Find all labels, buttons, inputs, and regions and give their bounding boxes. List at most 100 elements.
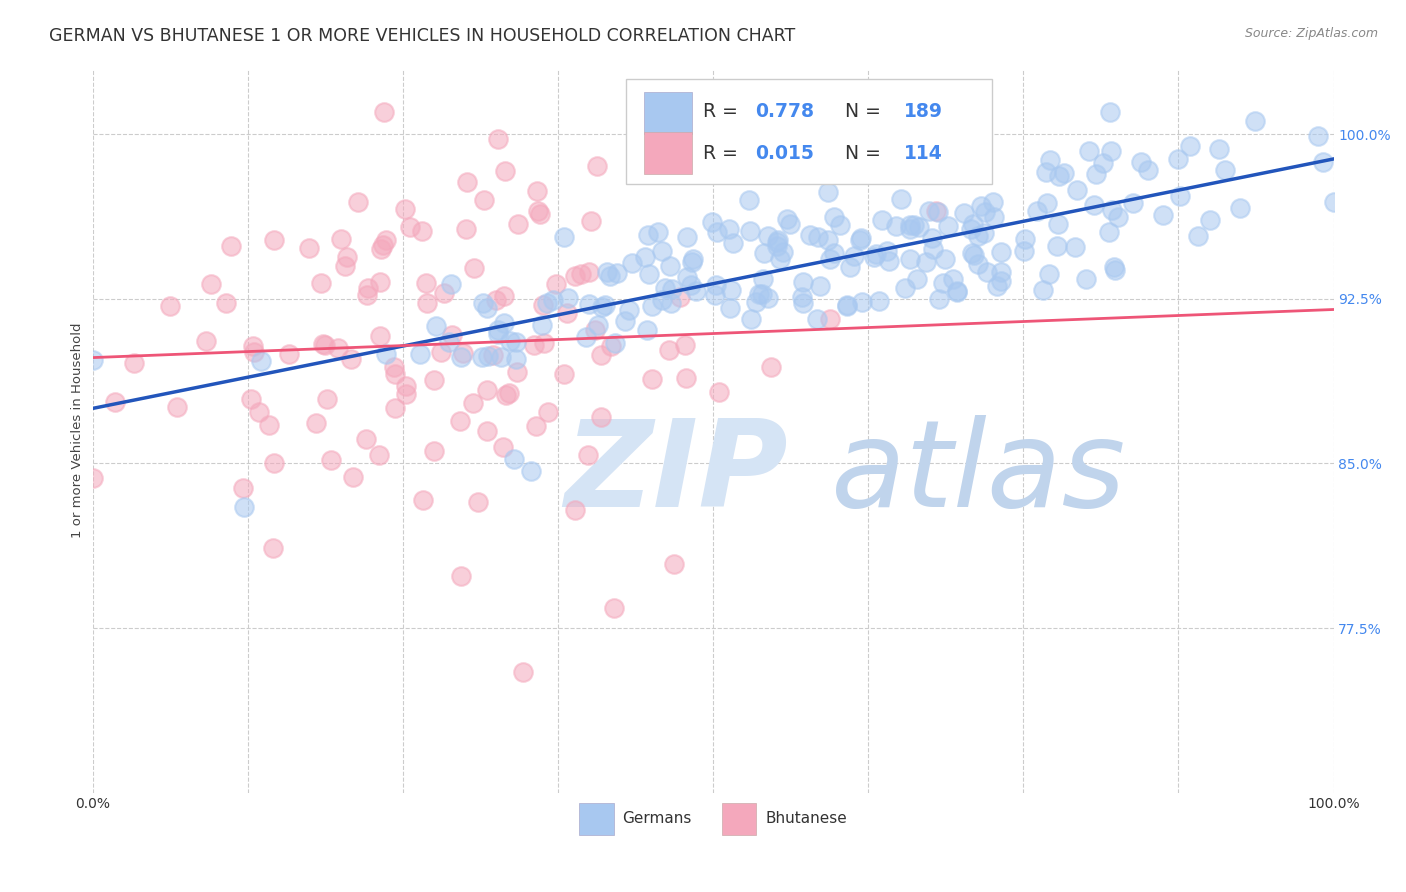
Point — [82, 471, 104, 485]
Point — [976, 265, 998, 279]
Point — [1137, 163, 1160, 178]
Point — [752, 272, 775, 286]
Point — [973, 226, 995, 240]
Point — [486, 132, 509, 146]
Point — [681, 255, 703, 269]
Point — [1198, 213, 1220, 227]
Point — [1091, 155, 1114, 169]
Point — [531, 298, 554, 312]
FancyBboxPatch shape — [644, 132, 692, 174]
Point — [585, 159, 607, 173]
FancyBboxPatch shape — [721, 803, 756, 835]
Point — [890, 193, 912, 207]
Point — [591, 301, 613, 315]
Point — [849, 233, 872, 247]
Point — [790, 290, 813, 304]
Point — [103, 395, 125, 409]
Point — [415, 276, 437, 290]
Point — [868, 293, 890, 308]
Point — [876, 244, 898, 258]
Point — [1066, 183, 1088, 197]
Point — [1104, 262, 1126, 277]
Point — [544, 277, 567, 291]
Point — [122, 356, 145, 370]
Point — [1107, 210, 1129, 224]
Point — [927, 204, 949, 219]
Point — [659, 259, 682, 273]
Point — [1032, 283, 1054, 297]
FancyBboxPatch shape — [644, 92, 692, 134]
Point — [541, 293, 564, 308]
Point — [766, 233, 789, 247]
Point — [356, 288, 378, 302]
Point — [1099, 105, 1122, 120]
Point — [439, 334, 461, 349]
Point — [1322, 195, 1344, 210]
Point — [215, 296, 238, 310]
Point — [463, 261, 485, 276]
Point — [1085, 167, 1108, 181]
Point — [373, 105, 395, 120]
Point — [779, 217, 801, 231]
Point — [637, 228, 659, 243]
Point — [416, 296, 439, 310]
Point — [485, 293, 508, 307]
Point — [917, 203, 939, 218]
Text: ZIP: ZIP — [564, 416, 787, 533]
Point — [1038, 267, 1060, 281]
Point — [423, 444, 446, 458]
Point — [967, 257, 990, 271]
Point — [1208, 142, 1230, 156]
Point — [408, 347, 430, 361]
Point — [579, 214, 602, 228]
Point — [842, 249, 865, 263]
Point — [195, 334, 218, 348]
Point — [430, 345, 453, 359]
Point — [395, 378, 418, 392]
Point — [682, 252, 704, 266]
Point — [1244, 113, 1267, 128]
Point — [335, 260, 357, 274]
Point — [661, 282, 683, 296]
Point — [314, 338, 336, 352]
Point — [1045, 239, 1067, 253]
Point — [898, 219, 921, 233]
Point — [1012, 244, 1035, 259]
Point — [526, 204, 548, 219]
Point — [766, 235, 789, 250]
Point — [1102, 260, 1125, 274]
Text: 189: 189 — [904, 103, 943, 121]
Point — [576, 448, 599, 462]
Point — [817, 185, 839, 199]
Y-axis label: 1 or more Vehicles in Household: 1 or more Vehicles in Household — [72, 323, 84, 538]
Point — [262, 541, 284, 556]
Point — [756, 228, 779, 243]
Point — [591, 409, 613, 424]
Text: Source: ZipAtlas.com: Source: ZipAtlas.com — [1244, 27, 1378, 40]
Point — [818, 312, 841, 326]
Point — [651, 293, 673, 307]
Text: N =: N = — [834, 144, 887, 162]
Point — [599, 268, 621, 283]
Point — [1168, 189, 1191, 203]
Point — [851, 230, 873, 244]
Point — [578, 264, 600, 278]
Point — [368, 329, 391, 343]
Point — [807, 230, 830, 244]
Point — [456, 175, 478, 189]
Point — [1312, 155, 1334, 169]
Point — [806, 311, 828, 326]
Point — [669, 290, 692, 304]
Point — [1152, 208, 1174, 222]
Point — [620, 255, 643, 269]
Point — [371, 238, 394, 252]
Point — [946, 284, 969, 298]
Point — [970, 199, 993, 213]
Point — [494, 163, 516, 178]
Point — [744, 295, 766, 310]
Point — [619, 302, 641, 317]
Point — [1046, 217, 1069, 231]
FancyBboxPatch shape — [579, 803, 614, 835]
Point — [851, 294, 873, 309]
Point — [200, 277, 222, 291]
